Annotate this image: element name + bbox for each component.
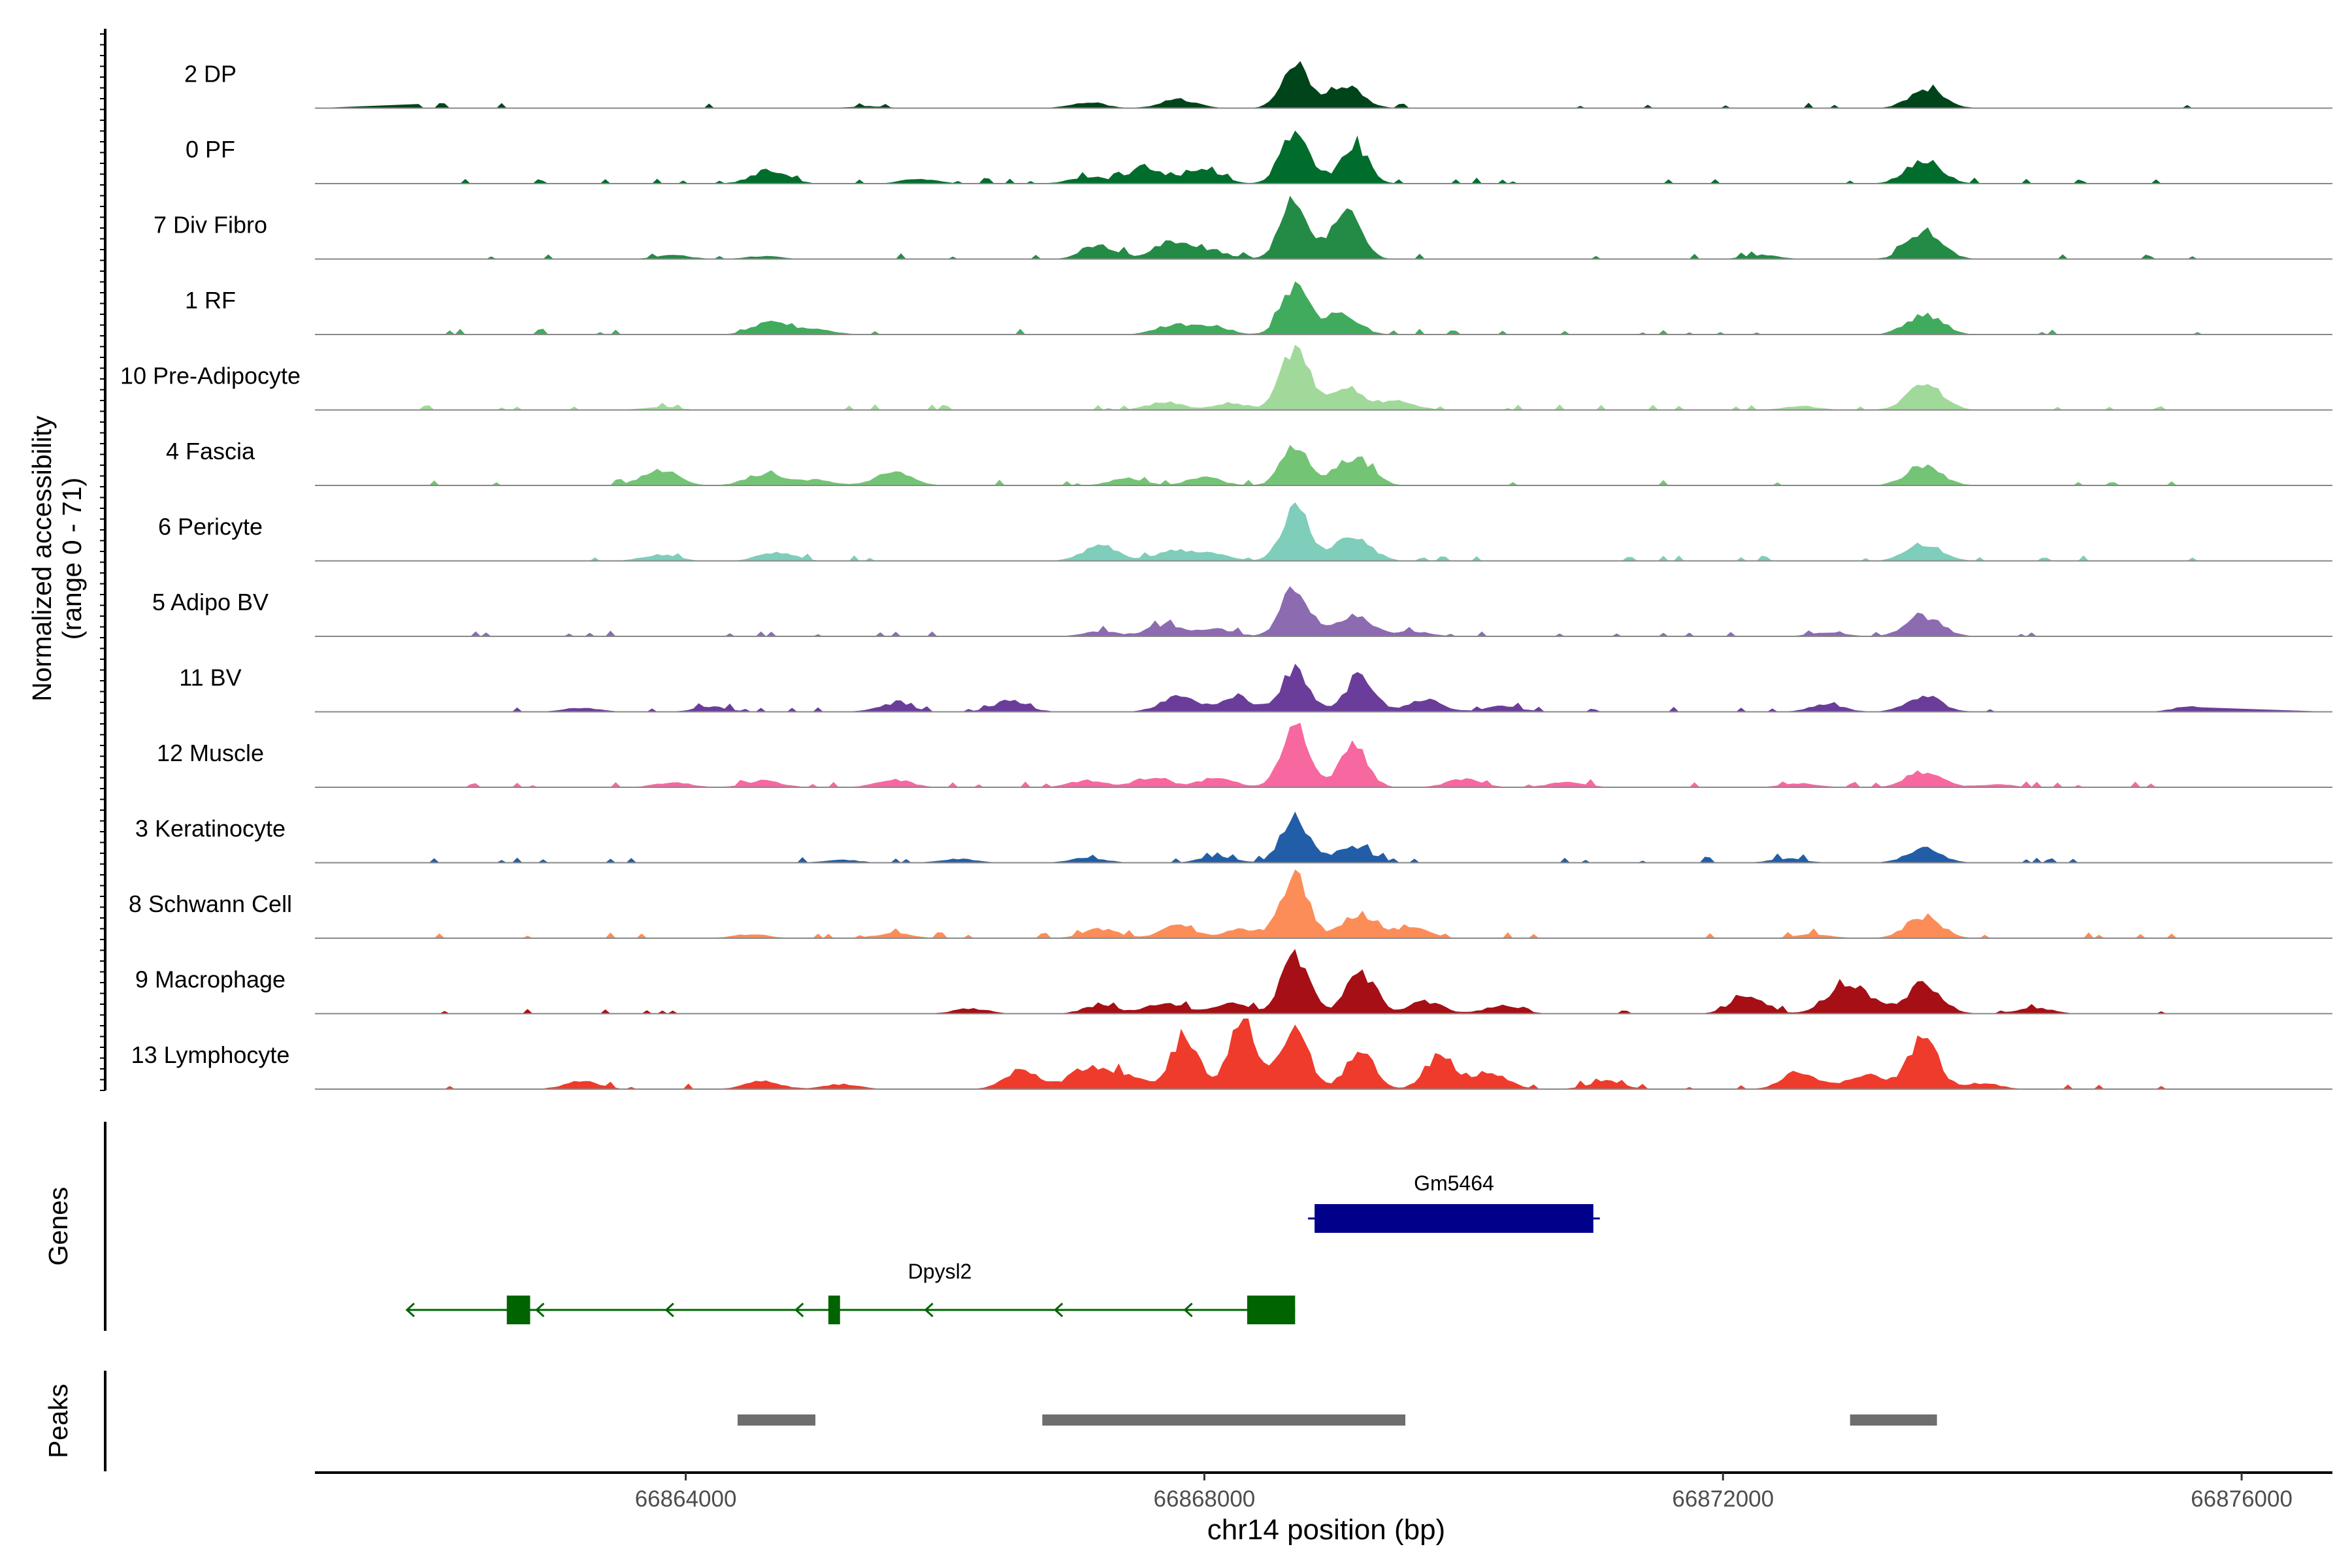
coverage-area [315, 344, 2332, 410]
track-1-rf: 1 RF [185, 281, 2332, 335]
track-4-fascia: 4 Fascia [166, 438, 2332, 486]
track-8-schwann-cell: 8 Schwann Cell [129, 869, 2332, 939]
coverage-area [315, 1019, 2332, 1089]
track-9-macrophage: 9 Macrophage [135, 949, 2332, 1015]
strand-arrow [1183, 1302, 1193, 1318]
x-axis-title: chr14 position (bp) [1207, 1514, 1445, 1546]
track-label: 5 Adipo BV [152, 589, 269, 615]
peak-region [1850, 1414, 1937, 1426]
x-tick-label: 66872000 [1672, 1486, 1774, 1512]
track-label: 1 RF [185, 287, 236, 314]
gene-gm5464: Gm5464 [1308, 1171, 1600, 1233]
strand-arrow [794, 1302, 804, 1318]
coverage-area [315, 444, 2332, 485]
track-6-pericyte: 6 Pericyte [158, 502, 2332, 562]
x-tick-label: 66868000 [1154, 1486, 1256, 1512]
strand-arrow [1053, 1302, 1064, 1318]
coverage-tracks: 2 DP 0 PF 7 Div Fibro 1 RF 10 Pre-Adipocyte 4… [120, 61, 2332, 1090]
y-axis-title-line2: (range 0 - 71) [57, 478, 87, 640]
track-label: 9 Macrophage [135, 966, 286, 993]
gene-dpysl2: Dpysl2 [405, 1260, 1296, 1324]
track-0-pf: 0 PF [186, 130, 2332, 184]
coverage-area [315, 61, 2332, 108]
coverage-y-axis [100, 29, 106, 1091]
track-10-pre-adipocyte: 10 Pre-Adipocyte [120, 344, 2332, 411]
coverage-area [315, 281, 2332, 335]
gene-exon [506, 1296, 531, 1324]
gene-exon [1247, 1296, 1296, 1324]
track-label: 4 Fascia [166, 438, 255, 465]
x-tick-label: 66864000 [635, 1486, 737, 1512]
track-5-adipo-bv: 5 Adipo BV [152, 586, 2332, 637]
coverage-area [315, 130, 2332, 184]
genes-panel: Gm5464 Dpysl2 [405, 1171, 1600, 1324]
track-label: 12 Muscle [157, 740, 264, 766]
strand-arrow [535, 1302, 545, 1318]
track-label: 0 PF [186, 136, 235, 163]
x-tick-label: 66876000 [2191, 1486, 2293, 1512]
strand-arrow [924, 1302, 934, 1318]
track-7-div-fibro: 7 Div Fibro [154, 195, 2332, 260]
peak-region [737, 1414, 816, 1426]
peaks-panel [737, 1414, 1937, 1426]
track-label: 13 Lymphocyte [131, 1041, 290, 1068]
peak-region [1042, 1414, 1406, 1426]
coverage-area [315, 502, 2332, 561]
peaks-panel-label: Peaks [43, 1384, 73, 1458]
genes-panel-label: Genes [43, 1187, 73, 1266]
x-axis: 66864000 66868000 66872000 66876000 [315, 1471, 2332, 1512]
gene-label: Dpysl2 [908, 1260, 972, 1283]
track-label: 2 DP [184, 61, 237, 88]
gene-exon [828, 1296, 840, 1324]
track-13-lymphocyte: 13 Lymphocyte [131, 1019, 2332, 1090]
track-12-muscle: 12 Muscle [157, 723, 2332, 788]
strand-arrow [664, 1302, 674, 1318]
coverage-area [315, 195, 2332, 259]
track-2-dp: 2 DP [184, 61, 2332, 109]
track-label: 7 Div Fibro [154, 212, 267, 238]
track-label: 6 Pericyte [158, 514, 263, 540]
track-3-keratinocyte: 3 Keratinocyte [135, 811, 2332, 864]
track-label: 8 Schwann Cell [129, 890, 292, 917]
coverage-area [315, 586, 2332, 636]
gene-label: Gm5464 [1414, 1171, 1494, 1195]
track-label: 3 Keratinocyte [135, 815, 286, 842]
gene-body [1315, 1204, 1593, 1233]
y-axis-title-line1: Normalized accessibility [27, 416, 57, 702]
track-11-bv: 11 BV [179, 663, 2332, 713]
track-label: 10 Pre-Adipocyte [120, 363, 301, 389]
strand-arrow [405, 1302, 415, 1318]
track-label: 11 BV [179, 664, 241, 691]
